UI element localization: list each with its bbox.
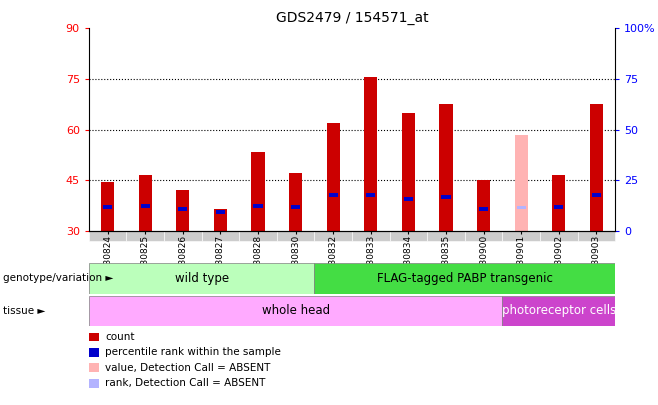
Bar [251,151,265,231]
Title: GDS2479 / 154571_at: GDS2479 / 154571_at [276,11,428,25]
Text: FLAG-tagged PABP transgenic: FLAG-tagged PABP transgenic [377,272,553,285]
Bar [216,210,225,214]
Bar [517,206,526,209]
Bar [101,182,114,231]
Bar [126,231,164,241]
Bar [315,231,352,241]
Bar [515,134,528,231]
Bar [404,197,413,201]
Text: wild type: wild type [174,272,229,285]
Bar [164,231,201,241]
Bar [367,194,376,198]
Bar [178,207,188,211]
Text: photoreceptor cells: photoreceptor cells [501,304,616,318]
Bar [503,296,615,326]
Bar [440,104,453,231]
Bar [103,205,113,209]
Bar [277,231,315,241]
Bar [89,231,126,241]
Text: genotype/variation ►: genotype/variation ► [3,273,114,283]
Bar [365,77,378,231]
Bar [89,296,503,326]
Bar [326,123,340,231]
Bar [592,194,601,198]
Bar [479,207,488,211]
Bar [289,173,302,231]
Bar [141,203,150,207]
Bar [201,231,240,241]
Bar [390,231,427,241]
Text: value, Detection Call = ABSENT: value, Detection Call = ABSENT [105,363,270,373]
Bar [253,203,263,207]
Bar [552,175,565,231]
Bar [540,231,578,241]
Text: count: count [105,332,135,342]
Bar [503,231,540,241]
Bar [89,263,315,294]
Bar [214,209,227,231]
Bar [402,113,415,231]
Bar [315,263,615,294]
Text: whole head: whole head [262,304,330,318]
Text: rank, Detection Call = ABSENT: rank, Detection Call = ABSENT [105,378,266,388]
Bar [554,205,563,209]
Bar [139,175,152,231]
Text: percentile rank within the sample: percentile rank within the sample [105,347,281,357]
Bar [328,194,338,198]
Bar [352,231,390,241]
Bar [465,231,503,241]
Text: tissue ►: tissue ► [3,306,45,316]
Bar [291,205,300,209]
Bar [590,104,603,231]
Bar [240,231,277,241]
Bar [176,190,190,231]
Bar [442,195,451,199]
Bar [477,180,490,231]
Bar [427,231,465,241]
Bar [578,231,615,241]
